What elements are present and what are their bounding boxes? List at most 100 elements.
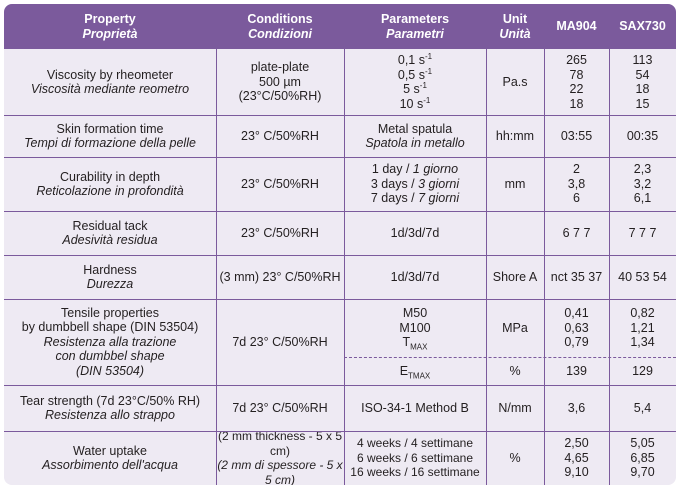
param-line: 16 weeks / 16 settimane [350, 465, 480, 480]
value: 6 7 7 [562, 225, 591, 240]
param-line-it: Spatola in metallo [365, 136, 465, 150]
header-conditions-label: Conditions [247, 12, 313, 26]
row-curability-unit: mm [486, 157, 544, 211]
value: 6,85 [630, 450, 655, 465]
property-label-it: Adesività residua [62, 233, 158, 247]
param-line: M100 [399, 320, 431, 335]
value: 03:55 [560, 128, 593, 143]
param-line: 1 day / 1 giorno [371, 162, 459, 177]
column-divider [544, 49, 545, 485]
row-elongation-param: ETMAX [344, 357, 486, 385]
param-line: 7 days / 7 giorni [370, 191, 460, 206]
param-line: 5 s-1 [403, 80, 427, 96]
value: 113 [632, 53, 653, 67]
unit-label: Shore A [492, 269, 538, 284]
unit-label: hh:mm [495, 128, 535, 143]
param-line: 1d/3d/7d [390, 269, 440, 284]
row-divider [4, 299, 676, 300]
row-tear-ma904: 3,6 [544, 385, 609, 431]
header-unit: Unit Unità [486, 4, 544, 49]
row-tear-params: ISO-34-1 Method B [344, 385, 486, 431]
row-divider [4, 255, 676, 256]
row-tensile-unit: MPa [486, 299, 544, 357]
row-viscosity-unit: Pa.s [486, 49, 544, 115]
header-conditions-label-it: Condizioni [248, 26, 312, 41]
row-divider [4, 211, 676, 212]
header-property-label: Property [84, 12, 136, 26]
property-label: Curability in depth [59, 169, 161, 184]
header-parameters-label: Parameters [380, 12, 450, 26]
param-line: Metal spatula [377, 121, 453, 136]
property-label-it: Resistenza alla trazione [43, 334, 177, 349]
row-water-params: 4 weeks / 4 settimane 6 weeks / 6 settim… [344, 431, 486, 485]
unit-label: N/mm [498, 400, 532, 415]
unit-label: % [509, 450, 521, 465]
row-elongation-ma904: 139 [544, 357, 609, 385]
row-hardness-conditions: (3 mm) 23° C/50%RH [216, 255, 344, 299]
value: 2,3 [633, 162, 652, 177]
value: 3,6 [567, 400, 586, 415]
param-line: ETMAX [399, 363, 431, 381]
value: 4,65 [564, 450, 589, 465]
value: 265 [566, 53, 587, 67]
property-label-it: Tempi di formazione della pelle [24, 136, 196, 150]
row-elongation-unit: % [486, 357, 544, 385]
row-viscosity-params: 0,1 s-1 0,5 s-1 5 s-1 10 s-1 [344, 49, 486, 115]
column-divider [216, 49, 217, 485]
property-label-it: con dumbbel shape [55, 349, 165, 364]
sub-row-divider [344, 357, 676, 358]
row-divider [4, 431, 676, 432]
header-unit-label-it: Unità [499, 26, 531, 41]
row-curability-params: 1 day / 1 giorno 3 days / 3 giorni 7 day… [344, 157, 486, 211]
row-water-sax730: 5,05 6,85 9,70 [609, 431, 676, 485]
row-tensile-params: M50 M100 TMAX [344, 299, 486, 357]
row-elongation-sax730: 129 [609, 357, 676, 385]
row-tensile-sax730: 0,82 1,21 1,34 [609, 299, 676, 357]
row-tear-property: Tear strength (7d 23°C/50% RH) Resistenz… [4, 385, 216, 431]
value: 5,05 [630, 436, 655, 451]
param-line: 0,1 s-1 [397, 51, 433, 67]
row-curability-conditions: 23° C/50%RH [216, 157, 344, 211]
row-divider [4, 115, 676, 116]
conditions-label-2: 500 µm (23°C/50%RH) [238, 74, 322, 104]
unit-label: Pa.s [502, 74, 528, 89]
header-conditions: Conditions Condizioni [216, 4, 344, 49]
property-label-it: Durezza [86, 277, 134, 291]
row-curability-ma904: 2 3,8 6 [544, 157, 609, 211]
header-sax730: SAX730 [609, 4, 676, 49]
row-tack-ma904: 6 7 7 [544, 211, 609, 255]
property-label-it: Viscosità mediante reometro [30, 82, 190, 96]
row-curability-sax730: 2,3 3,2 6,1 [609, 157, 676, 211]
value: 40 53 54 [618, 269, 667, 284]
row-tensile-ma904: 0,41 0,63 0,79 [544, 299, 609, 357]
value: 5,4 [633, 400, 652, 415]
row-water-unit: % [486, 431, 544, 485]
value: 6,1 [633, 191, 652, 206]
conditions-label: 7d 23° C/50%RH [232, 400, 328, 415]
conditions-label-it: (2 mm di spessore - 5 x 5 cm) [217, 458, 343, 485]
conditions-label: 23° C/50%RH [241, 176, 319, 191]
conditions-label: (3 mm) 23° C/50%RH [219, 269, 341, 284]
row-water-conditions: (2 mm thickness - 5 x 5 cm) (2 mm di spe… [216, 429, 344, 485]
param-line: 10 s-1 [399, 95, 431, 111]
unit-label: % [509, 363, 521, 378]
property-label: Residual tack [72, 218, 148, 233]
value: 18 [569, 96, 584, 111]
conditions-label: 23° C/50%RH [241, 128, 319, 143]
value: 78 [569, 67, 584, 82]
property-label-it: Assorbimento dell'acqua [42, 458, 178, 472]
property-label-it: Reticolazione in profondità [36, 184, 184, 198]
header-property: Property Proprietà [4, 4, 216, 49]
param-line: 3 days / 3 giorni [370, 176, 460, 191]
unit-label: MPa [502, 320, 528, 335]
value: 0,41 [564, 306, 589, 321]
value: 22 [569, 82, 584, 96]
row-water-ma904: 2,50 4,65 9,10 [544, 431, 609, 485]
value: 2 [573, 162, 580, 177]
row-tack-conditions: 23° C/50%RH [216, 211, 344, 255]
row-tack-property: Residual tack Adesività residua [4, 211, 216, 255]
row-viscosity-property: Viscosity by rheometer Viscosità mediant… [4, 49, 216, 115]
property-label: Tear strength (7d 23°C/50% RH) [19, 393, 201, 408]
value: 139 [566, 363, 587, 378]
value: 7 7 7 [628, 225, 657, 240]
